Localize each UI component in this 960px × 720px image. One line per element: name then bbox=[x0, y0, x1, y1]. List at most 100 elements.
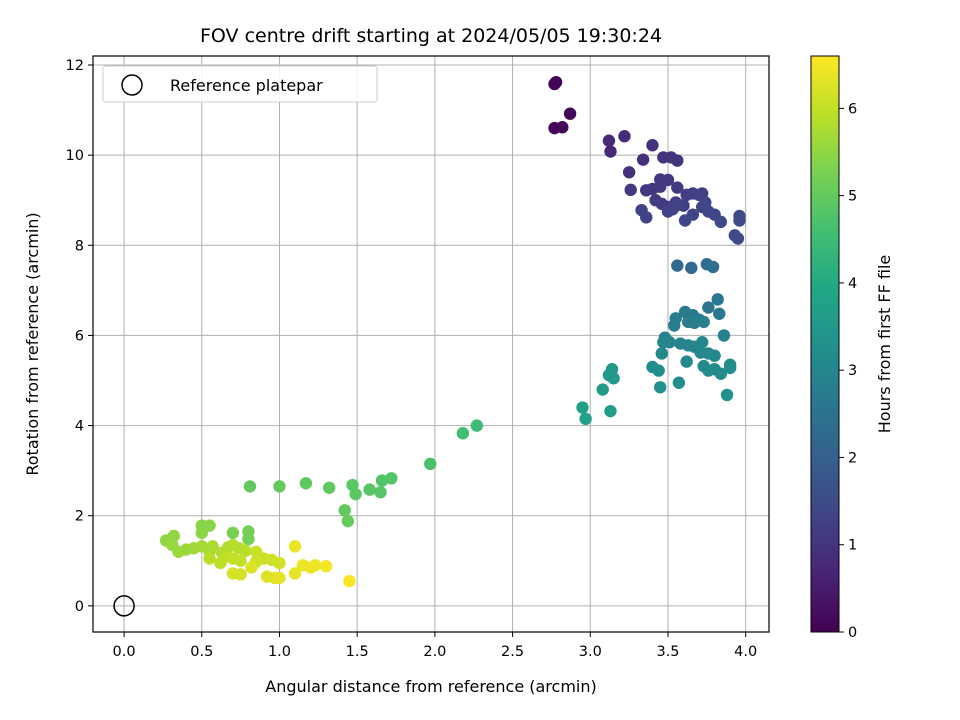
data-point bbox=[226, 526, 240, 540]
y-tick-label: 6 bbox=[75, 328, 84, 344]
y-ticks: 0 2 4 6 8 10 12 bbox=[66, 58, 93, 615]
plot-frame bbox=[92, 55, 770, 633]
data-point bbox=[711, 293, 724, 306]
data-point bbox=[195, 526, 208, 540]
data-point bbox=[668, 319, 681, 332]
data-point bbox=[671, 259, 684, 272]
x-tick-label: 4.0 bbox=[734, 644, 757, 660]
x-tick-label: 2.5 bbox=[501, 644, 524, 660]
data-point bbox=[713, 307, 726, 321]
data-point bbox=[671, 181, 684, 194]
data-point bbox=[470, 419, 484, 432]
x-tick-label: 3.0 bbox=[579, 644, 602, 660]
data-point bbox=[671, 154, 684, 167]
data-point bbox=[731, 232, 745, 245]
data-point bbox=[652, 364, 665, 377]
x-tick-label: 0.5 bbox=[190, 644, 213, 660]
data-point bbox=[234, 554, 247, 567]
data-point bbox=[672, 376, 686, 389]
data-point bbox=[343, 574, 356, 588]
colorbar-label: Hours from first FF file bbox=[875, 255, 894, 434]
data-point bbox=[640, 211, 653, 224]
legend-label: Reference platepar bbox=[170, 76, 323, 95]
data-point bbox=[349, 487, 362, 501]
data-point bbox=[622, 166, 636, 179]
data-point bbox=[680, 355, 693, 368]
data-point bbox=[686, 208, 700, 221]
data-point bbox=[663, 335, 676, 349]
data-point bbox=[706, 260, 720, 274]
data-point bbox=[323, 481, 336, 494]
data-point bbox=[720, 388, 734, 402]
y-tick-label: 12 bbox=[66, 58, 84, 74]
colorbar-tick-label: 5 bbox=[848, 189, 857, 205]
data-point bbox=[685, 261, 698, 275]
data-point bbox=[206, 540, 219, 553]
x-ticks: 0.0 0.5 1.0 1.5 2.0 2.5 3.0 3.5 4.0 bbox=[113, 632, 757, 660]
data-point bbox=[203, 519, 216, 532]
reference-marker bbox=[113, 595, 135, 617]
y-tick-label: 0 bbox=[75, 599, 84, 615]
data-point bbox=[654, 180, 667, 193]
data-point bbox=[309, 559, 322, 572]
data-point bbox=[702, 301, 715, 314]
x-tick-label: 0.0 bbox=[113, 644, 136, 660]
legend-box bbox=[102, 65, 378, 103]
data-point bbox=[655, 347, 668, 360]
data-point bbox=[695, 335, 709, 349]
data-point bbox=[604, 404, 617, 418]
data-point bbox=[717, 329, 731, 342]
data-point bbox=[688, 316, 701, 330]
data-point bbox=[299, 477, 313, 490]
colorbar-tick-label: 2 bbox=[848, 450, 857, 466]
data-point bbox=[563, 107, 577, 120]
data-point bbox=[363, 483, 376, 496]
data-point bbox=[697, 315, 710, 329]
x-axis-label: Angular distance from reference (arcmin) bbox=[265, 677, 596, 696]
y-tick-label: 10 bbox=[66, 148, 84, 164]
data-point bbox=[288, 540, 302, 553]
data-point bbox=[714, 215, 728, 229]
colorbar-tick-label: 3 bbox=[848, 363, 857, 379]
x-tick-label: 1.0 bbox=[268, 644, 291, 660]
legend-marker bbox=[121, 74, 143, 96]
colorbar-gradient bbox=[810, 55, 840, 633]
data-point bbox=[556, 121, 569, 134]
data-point bbox=[579, 412, 592, 426]
data-point bbox=[319, 559, 333, 573]
x-tick-label: 2.0 bbox=[423, 644, 446, 660]
data-point bbox=[424, 457, 437, 471]
data-point bbox=[618, 130, 631, 143]
data-point bbox=[203, 552, 216, 565]
data-point bbox=[636, 153, 650, 166]
data-point bbox=[374, 486, 387, 499]
data-point bbox=[245, 561, 258, 574]
data-point bbox=[375, 474, 389, 487]
data-point bbox=[341, 514, 355, 528]
data-point bbox=[654, 381, 667, 394]
colorbar-tick-label: 6 bbox=[848, 101, 857, 117]
colorbar-tick-label: 4 bbox=[848, 276, 857, 292]
data-point bbox=[604, 145, 617, 158]
y-tick-label: 2 bbox=[75, 509, 84, 525]
chart-title: FOV centre drift starting at 2024/05/05 … bbox=[200, 25, 662, 47]
y-axis-label: Rotation from reference (arcmin) bbox=[23, 212, 42, 475]
data-point bbox=[714, 367, 728, 380]
data-point bbox=[602, 134, 616, 147]
data-point bbox=[273, 556, 286, 570]
colorbar: 0 1 2 3 4 5 6 Hours from first FF file bbox=[810, 55, 894, 641]
data-point bbox=[549, 75, 563, 89]
legend: Reference platepar bbox=[102, 65, 378, 103]
data-point bbox=[234, 568, 247, 581]
data-point bbox=[242, 532, 255, 546]
data-point bbox=[273, 480, 286, 493]
colorbar-tick-label: 1 bbox=[848, 538, 857, 554]
data-point bbox=[338, 504, 351, 517]
colorbar-tick-label: 0 bbox=[848, 625, 857, 641]
data-point bbox=[288, 567, 302, 580]
data-point bbox=[456, 427, 470, 440]
data-point bbox=[239, 544, 252, 558]
points-layer bbox=[159, 75, 746, 588]
data-point bbox=[733, 214, 746, 227]
